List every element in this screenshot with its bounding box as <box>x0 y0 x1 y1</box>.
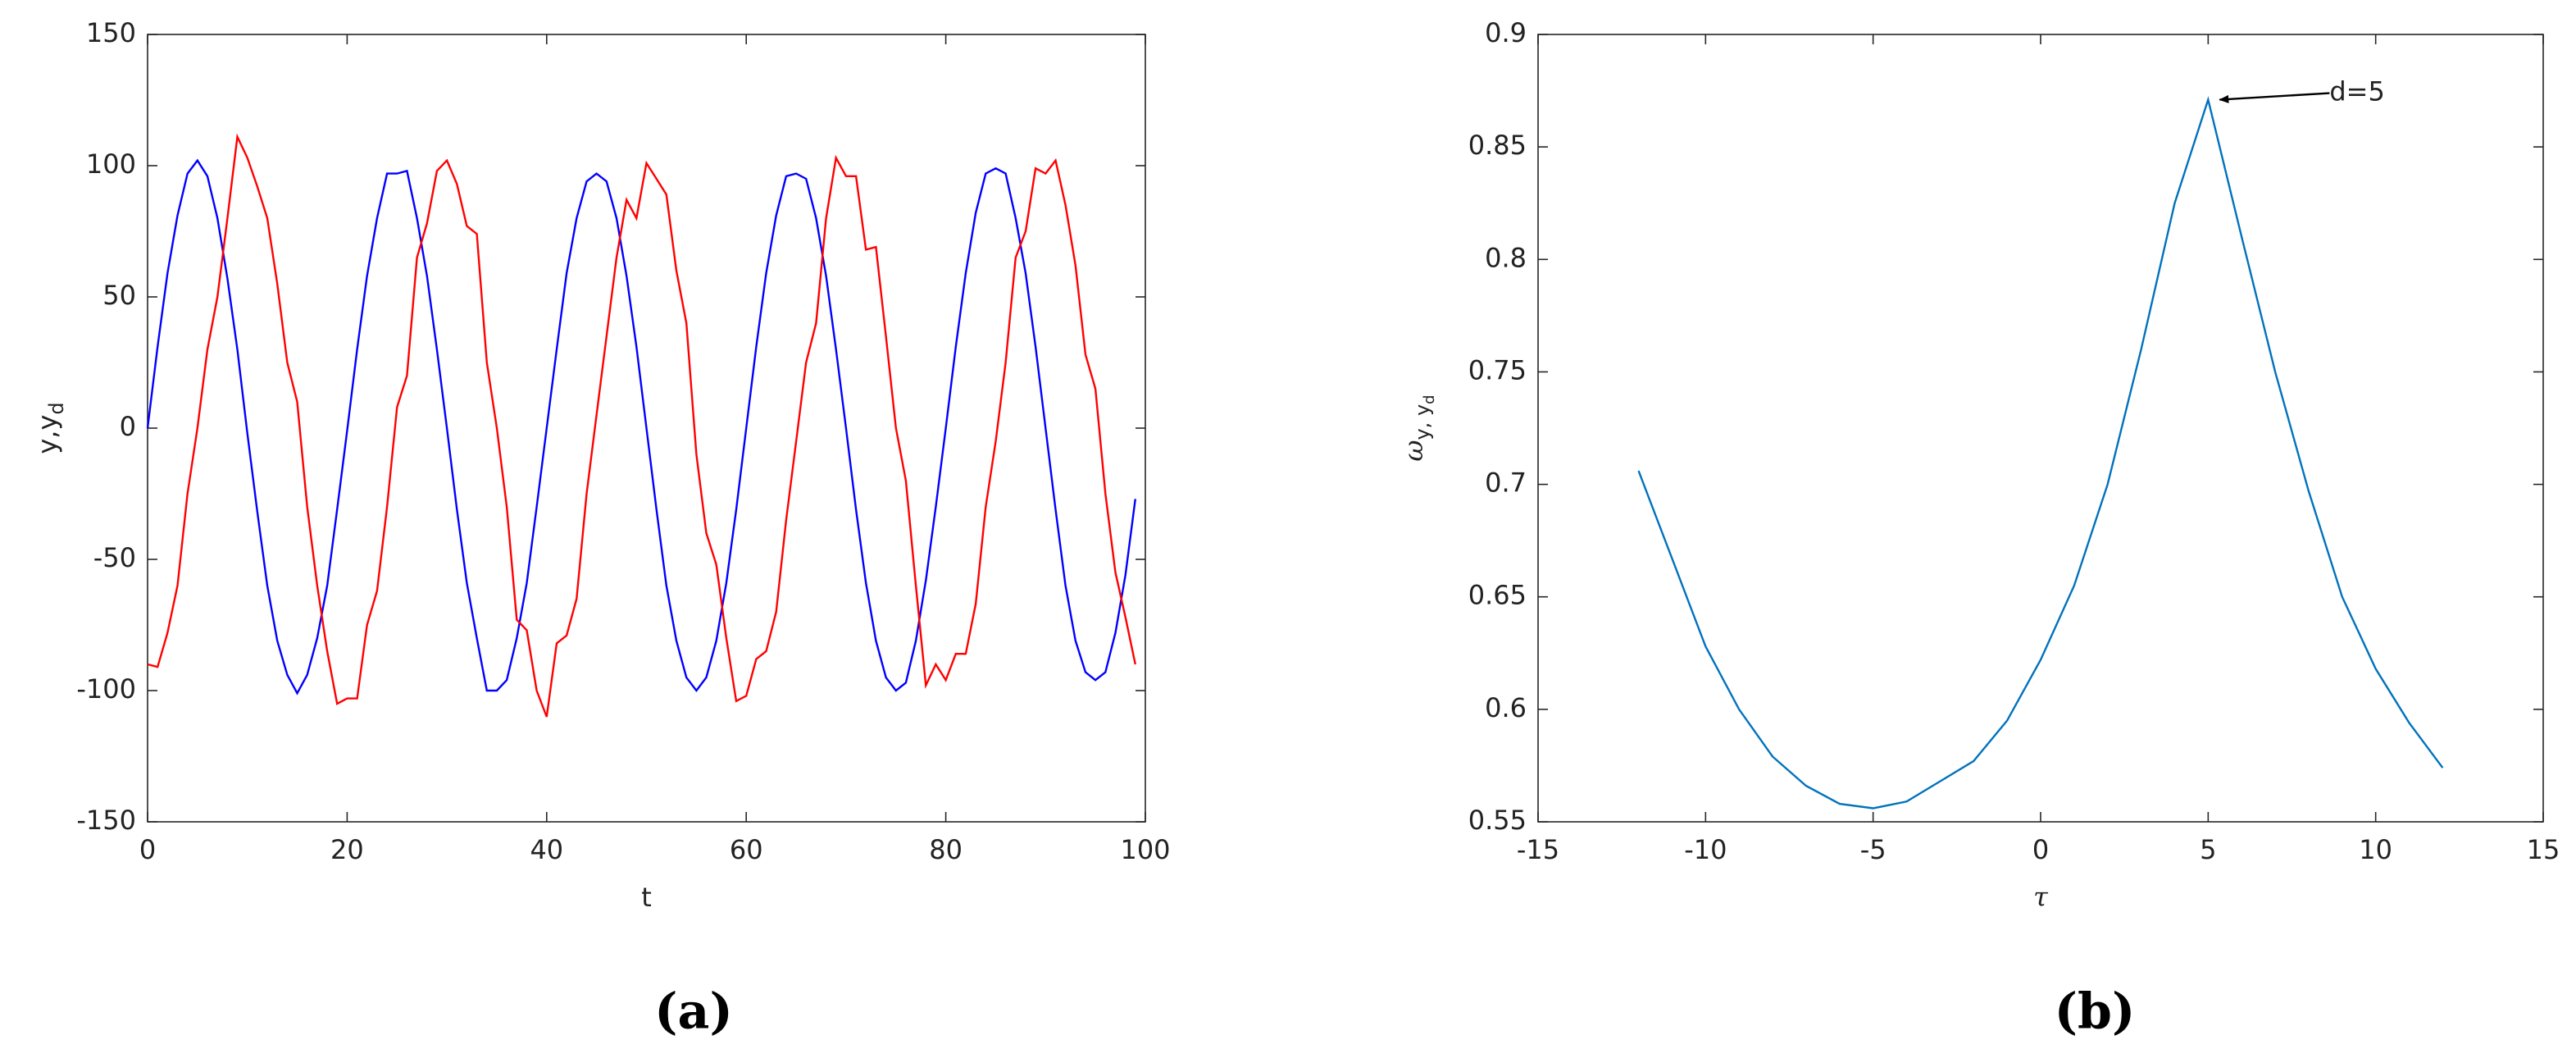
x-tick-label: 5 <box>2200 834 2216 865</box>
x-tick-label: 0 <box>2032 834 2049 865</box>
y-axis-label-part: y, y <box>1411 404 1434 440</box>
x-tick-label: 60 <box>730 834 763 865</box>
x-tick-label: 0 <box>139 834 156 865</box>
line-series <box>1637 96 2444 810</box>
y-tick-label: 0.55 <box>1468 805 1527 836</box>
x-tick-label: 15 <box>2527 834 2560 865</box>
line-series <box>147 133 1136 718</box>
y-tick-label: 0.85 <box>1468 130 1527 161</box>
annotation-arrow <box>2219 92 2330 103</box>
y-tick-label: 150 <box>86 17 136 48</box>
axes-box <box>1537 34 2544 823</box>
y-axis-label-part: d <box>45 402 68 414</box>
x-tick-label: 20 <box>330 834 364 865</box>
x-tick-label: -10 <box>1684 834 1727 865</box>
caption: (a) <box>654 983 733 1041</box>
x-tick-label: 80 <box>929 834 963 865</box>
line-series <box>146 158 1136 696</box>
x-tick-label: 100 <box>1120 834 1170 865</box>
y-tick-label: -50 <box>93 542 136 573</box>
y-axis-label-part: d <box>1421 395 1438 404</box>
x-axis-label: τ <box>2033 882 2049 913</box>
y-axis-label-part: ω <box>1398 440 1429 462</box>
x-tick-label: 10 <box>2359 834 2392 865</box>
y-axis-label: y,yd <box>32 402 68 454</box>
y-tick-label: -150 <box>76 805 136 836</box>
y-tick-label: 50 <box>102 280 136 311</box>
y-tick-label: 0.65 <box>1468 580 1527 611</box>
y-axis-label-part: y,y <box>32 415 63 454</box>
y-tick-label: 0.8 <box>1485 242 1527 273</box>
x-tick-label: -15 <box>1517 834 1559 865</box>
y-tick-label: 0.7 <box>1485 467 1527 499</box>
caption: (b) <box>2055 983 2136 1041</box>
x-axis-label: t <box>641 882 652 913</box>
y-tick-label: -100 <box>76 673 136 705</box>
y-tick-label: 100 <box>86 148 136 180</box>
y-tick-label: 0 <box>120 411 136 442</box>
y-tick-label: 0.75 <box>1468 354 1527 385</box>
y-tick-label: 0.9 <box>1485 17 1527 48</box>
annotation: d=5 <box>2329 76 2384 107</box>
y-axis-label: ωy, yd <box>1398 395 1439 461</box>
y-tick-label: 0.6 <box>1485 692 1527 723</box>
x-tick-label: -5 <box>1860 834 1886 865</box>
x-tick-label: 40 <box>530 834 563 865</box>
